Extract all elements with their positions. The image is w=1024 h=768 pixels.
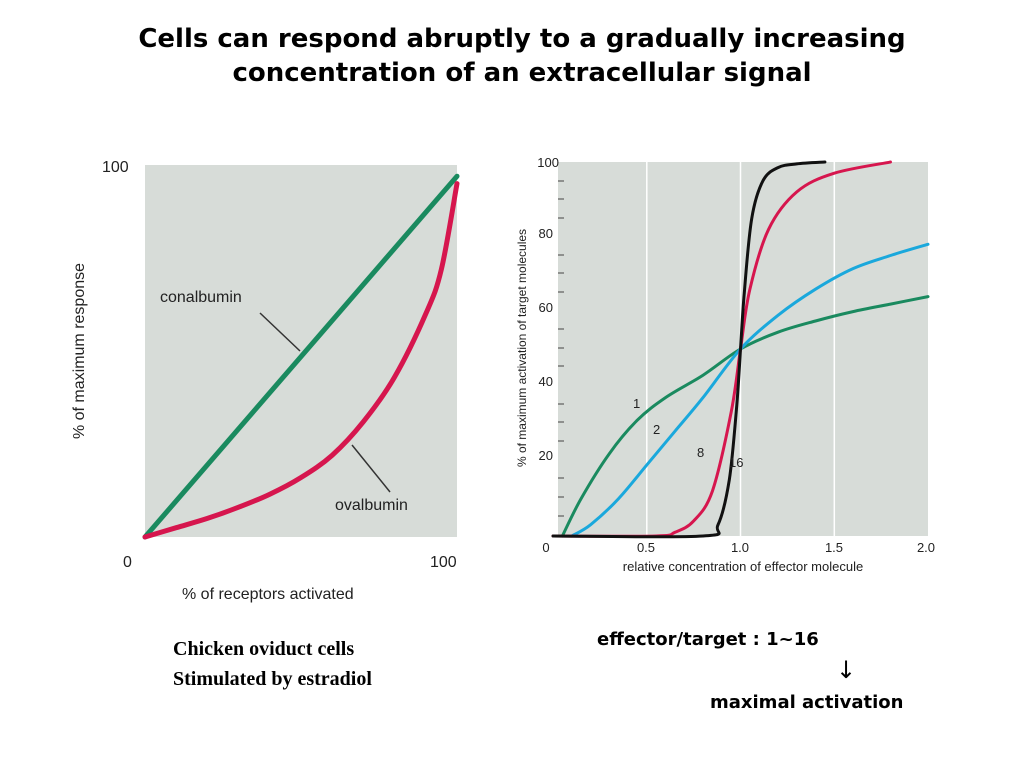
series-label-2: 2 — [653, 422, 660, 437]
y-tick-label-40: 40 — [539, 374, 553, 389]
y-tick-label-60: 60 — [539, 300, 553, 315]
series-line-conalbumin — [142, 173, 460, 540]
chicken-oviduct-caption: Chicken oviduct cells Stimulated by estr… — [173, 634, 372, 694]
x-axis-label: relative concentration of effector molec… — [623, 559, 863, 574]
series-label-1: 1 — [633, 396, 640, 411]
receptor-response-chart: conalbumin ovalbumin 100 0 100 % of rece… — [71, 159, 460, 603]
effector-activation-chart: 1 2 8 16 20 40 60 80 100 0 0.5 1.0 1.5 2… — [515, 155, 935, 574]
series-label-16: 16 — [729, 455, 743, 470]
series-line-2 — [570, 242, 930, 538]
ovalbumin-pointer — [351, 444, 391, 493]
series-line-8 — [551, 160, 892, 538]
x-axis-label: % of receptors activated — [182, 586, 354, 603]
y-axis-label: % of maximum activation of target molecu… — [515, 229, 529, 467]
effector-target-ratio-note: effector/target : 1~16 — [597, 629, 819, 650]
down-arrow-icon: ↓ — [836, 656, 857, 684]
x-tick-label-1.0: 1.0 — [731, 540, 749, 555]
caption-line-1: Chicken oviduct cells — [173, 638, 355, 660]
series-label-ovalbumin: ovalbumin — [335, 497, 408, 514]
series-line-ovalbumin — [142, 181, 460, 540]
maximal-activation-note: maximal activation — [710, 692, 904, 713]
caption-line-2: Stimulated by estradiol — [173, 668, 372, 690]
x-tick-label-0: 0 — [123, 554, 132, 571]
slide-title: Cells can respond abruptly to a graduall… — [0, 22, 1024, 90]
x-tick-label-0: 0 — [542, 540, 549, 555]
title-line-1: Cells can respond abruptly to a graduall… — [138, 24, 906, 54]
x-tick-label-100: 100 — [430, 554, 457, 571]
conalbumin-pointer — [259, 312, 301, 352]
series-line-16 — [551, 160, 827, 539]
x-tick-label-0.5: 0.5 — [637, 540, 655, 555]
y-axis-label: % of maximum response — [71, 263, 88, 439]
series-label-conalbumin: conalbumin — [160, 289, 242, 306]
x-tick-label-2.0: 2.0 — [917, 540, 935, 555]
x-tick-label-1.5: 1.5 — [825, 540, 843, 555]
title-line-2: concentration of an extracellular signal — [232, 58, 812, 88]
y-tick-label-80: 80 — [539, 226, 553, 241]
y-tick-label-20: 20 — [539, 448, 553, 463]
y-tick-label-100: 100 — [102, 159, 129, 176]
series-line-1 — [560, 295, 930, 538]
series-label-8: 8 — [697, 445, 704, 460]
y-tick-label-100: 100 — [537, 155, 559, 170]
